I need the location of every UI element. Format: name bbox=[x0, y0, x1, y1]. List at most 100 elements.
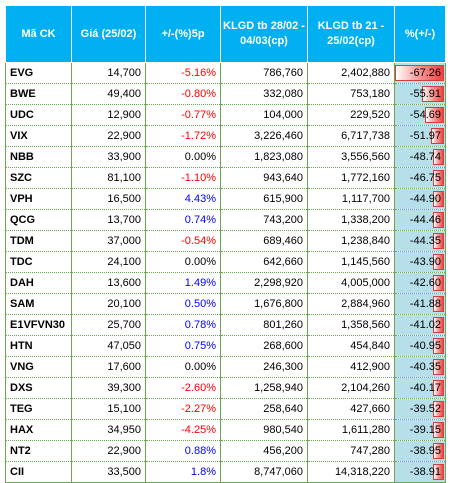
table-row: TDM 37,000 -0.54% 689,460 1,238,840 -44.35 bbox=[5, 230, 446, 252]
table-row: BWE 49,400 -0.80% 332,080 753,180 -55.91 bbox=[5, 83, 446, 105]
cell-ratio: -51.97 bbox=[394, 125, 446, 147]
cell-symbol: NT2 bbox=[5, 440, 72, 462]
cell-symbol: SAM bbox=[5, 293, 72, 315]
cell-change: -4.25% bbox=[145, 419, 221, 441]
header-ratio: %(+/-) bbox=[394, 5, 446, 63]
cell-vol-prev: 753,180 bbox=[307, 83, 395, 105]
ratio-value: -39.15 bbox=[409, 424, 441, 436]
cell-symbol: SZC bbox=[5, 167, 72, 189]
table-row: HAX 34,950 -4.25% 980,540 1,611,280 -39.15 bbox=[5, 419, 446, 441]
cell-change: -2.60% bbox=[145, 377, 221, 399]
cell-change: -0.77% bbox=[145, 104, 221, 126]
cell-change: -2.27% bbox=[145, 398, 221, 420]
cell-symbol: HAX bbox=[5, 419, 72, 441]
cell-vol-prev: 1,338,200 bbox=[307, 209, 395, 231]
table-row: NT2 22,900 0.88% 456,200 747,280 -38.95 bbox=[5, 440, 446, 462]
cell-change: 0.00% bbox=[145, 356, 221, 378]
cell-vol-recent: 258,640 bbox=[220, 398, 308, 420]
cell-ratio: -44.90 bbox=[394, 188, 446, 210]
cell-vol-recent: 1,676,800 bbox=[220, 293, 308, 315]
cell-vol-recent: 743,200 bbox=[220, 209, 308, 231]
cell-symbol: QCG bbox=[5, 209, 72, 231]
cell-change: 0.78% bbox=[145, 314, 221, 336]
cell-change: -5.16% bbox=[145, 62, 221, 84]
cell-price: 25,700 bbox=[71, 314, 146, 336]
ratio-databar bbox=[431, 128, 444, 144]
cell-vol-recent: 456,200 bbox=[220, 440, 308, 462]
header-vol-prev: KLGD tb 21 - 25/02(cp) bbox=[307, 5, 395, 63]
cell-price: 14,700 bbox=[71, 62, 146, 84]
cell-ratio: -55.91 bbox=[394, 83, 446, 105]
cell-ratio: -40.17 bbox=[394, 377, 446, 399]
cell-symbol: DXS bbox=[5, 377, 72, 399]
ratio-value: -54.69 bbox=[409, 109, 441, 121]
cell-vol-prev: 412,900 bbox=[307, 356, 395, 378]
cell-ratio: -46.75 bbox=[394, 167, 446, 189]
table-row: TDC 24,100 0.00% 642,660 1,145,560 -43.90 bbox=[5, 251, 446, 273]
table-row: DXS 39,300 -2.60% 1,258,940 2,104,260 -40.17 bbox=[5, 377, 446, 399]
ratio-databar bbox=[422, 86, 444, 102]
cell-ratio: -54.69 bbox=[394, 104, 446, 126]
cell-ratio: -44.35 bbox=[394, 230, 446, 252]
cell-change: -1.72% bbox=[145, 125, 221, 147]
cell-ratio: -39.52 bbox=[394, 398, 446, 420]
cell-symbol: TDM bbox=[5, 230, 72, 252]
cell-vol-recent: 246,300 bbox=[220, 356, 308, 378]
cell-change: 4.43% bbox=[145, 188, 221, 210]
header-symbol: Mã CK bbox=[5, 5, 72, 63]
cell-change: 1.49% bbox=[145, 272, 221, 294]
cell-price: 49,400 bbox=[71, 83, 146, 105]
ratio-databar bbox=[433, 443, 444, 459]
cell-vol-recent: 104,000 bbox=[220, 104, 308, 126]
cell-vol-recent: 786,760 bbox=[220, 62, 308, 84]
ratio-databar bbox=[433, 380, 444, 396]
cell-price: 20,100 bbox=[71, 293, 146, 315]
cell-price: 37,000 bbox=[71, 230, 146, 252]
ratio-value: -48.74 bbox=[409, 151, 441, 163]
cell-symbol: VNG bbox=[5, 356, 72, 378]
cell-price: 33,900 bbox=[71, 146, 146, 168]
ratio-value: -38.95 bbox=[409, 445, 441, 457]
cell-symbol: UDC bbox=[5, 104, 72, 126]
ratio-databar bbox=[433, 191, 444, 207]
cell-ratio: -43.90 bbox=[394, 251, 446, 273]
cell-price: 12,900 bbox=[71, 104, 146, 126]
ratio-value: -67.26 bbox=[409, 67, 441, 79]
cell-symbol: EVG bbox=[5, 62, 72, 84]
cell-ratio: -38.95 bbox=[394, 440, 446, 462]
table-row: QCG 13,700 0.74% 743,200 1,338,200 -44.46 bbox=[5, 209, 446, 231]
header-price: Giá (25/02) bbox=[71, 5, 146, 63]
cell-vol-recent: 1,823,080 bbox=[220, 146, 308, 168]
cell-vol-recent: 1,258,940 bbox=[220, 377, 308, 399]
cell-vol-recent: 615,900 bbox=[220, 188, 308, 210]
cell-vol-prev: 1,238,840 bbox=[307, 230, 395, 252]
cell-change: 0.88% bbox=[145, 440, 221, 462]
ratio-value: -46.75 bbox=[409, 172, 441, 184]
ratio-value: -39.52 bbox=[409, 403, 441, 415]
cell-price: 34,950 bbox=[71, 419, 146, 441]
cell-vol-recent: 332,080 bbox=[220, 83, 308, 105]
ratio-value: -44.35 bbox=[409, 235, 441, 247]
ratio-databar bbox=[433, 317, 444, 333]
header-vol-recent: KLGD tb 28/02 - 04/03(cp) bbox=[220, 5, 308, 63]
cell-change: -0.80% bbox=[145, 83, 221, 105]
stock-volume-table-container: Mã CK Giá (25/02) +/-(%)5p KLGD tb 28/02… bbox=[5, 5, 446, 483]
ratio-databar bbox=[395, 65, 444, 81]
ratio-databar bbox=[425, 107, 444, 123]
cell-ratio: -42.60 bbox=[394, 272, 446, 294]
cell-vol-recent: 801,260 bbox=[220, 314, 308, 336]
ratio-value: -44.46 bbox=[409, 214, 441, 226]
cell-symbol: BWE bbox=[5, 83, 72, 105]
ratio-databar bbox=[433, 149, 444, 165]
cell-change: 0.50% bbox=[145, 293, 221, 315]
cell-symbol: NBB bbox=[5, 146, 72, 168]
table-row: VPH 16,500 4.43% 615,900 1,117,700 -44.90 bbox=[5, 188, 446, 210]
ratio-databar bbox=[433, 422, 444, 438]
cell-change: 1.8% bbox=[145, 461, 221, 483]
cell-symbol: TEG bbox=[5, 398, 72, 420]
cell-change: -0.54% bbox=[145, 230, 221, 252]
cell-vol-prev: 2,104,260 bbox=[307, 377, 395, 399]
stock-volume-table: Mã CK Giá (25/02) +/-(%)5p KLGD tb 28/02… bbox=[5, 5, 446, 483]
cell-change: 0.00% bbox=[145, 251, 221, 273]
table-row: TEG 15,100 -2.27% 258,640 427,660 -39.52 bbox=[5, 398, 446, 420]
